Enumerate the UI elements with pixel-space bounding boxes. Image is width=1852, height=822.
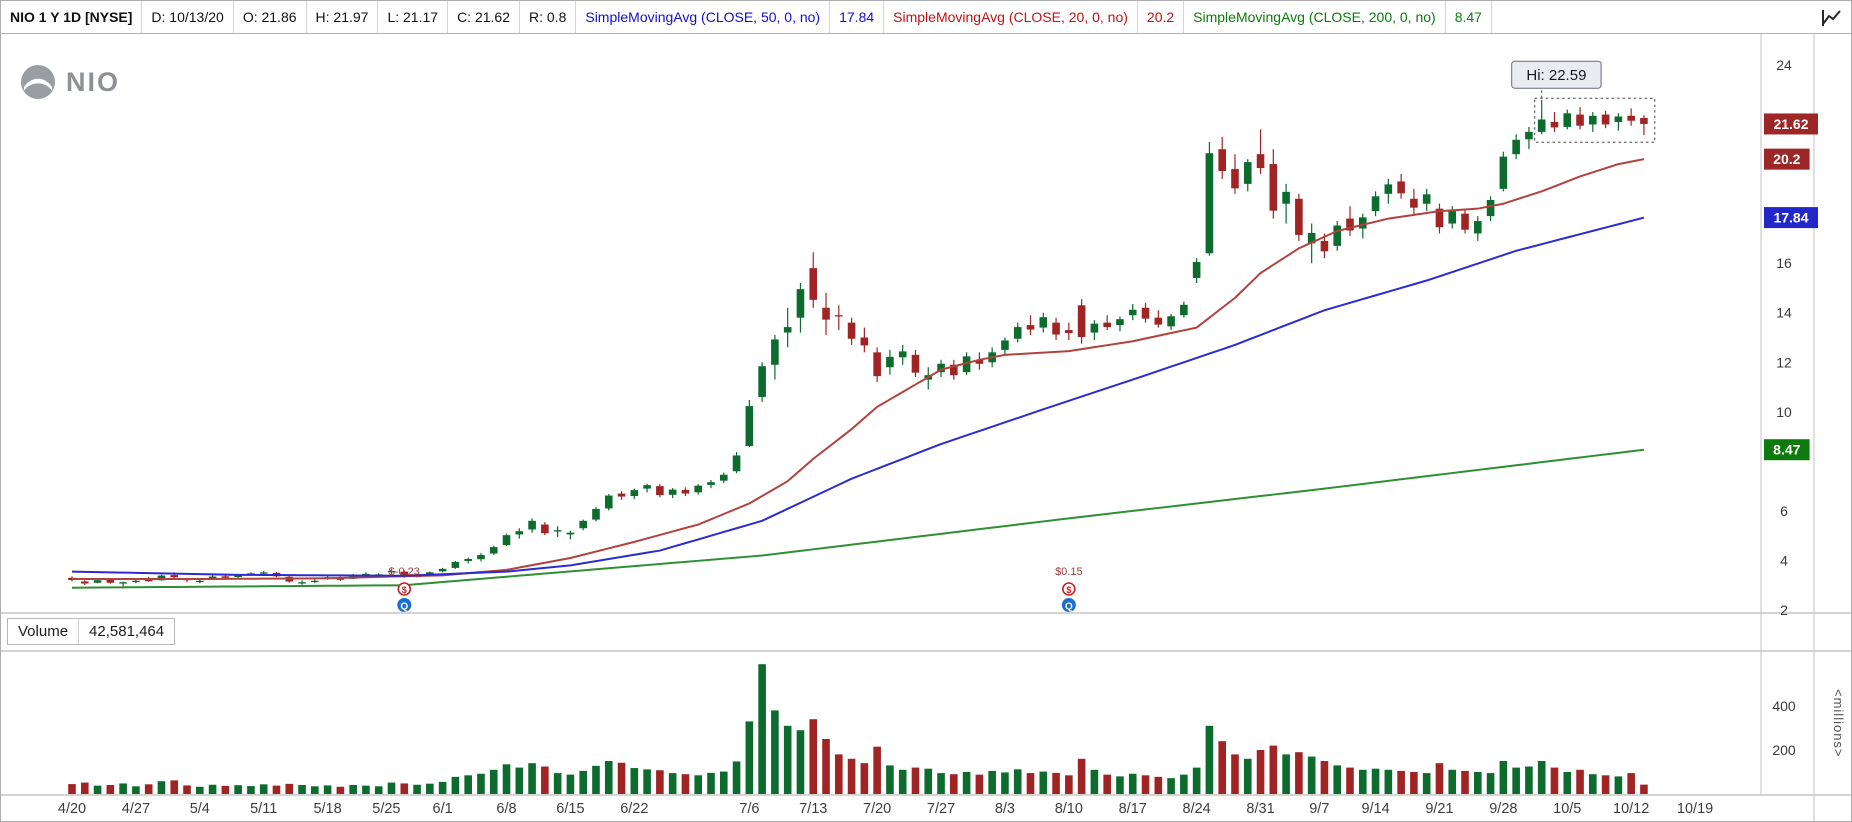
event-amount-label: $0.15 bbox=[1055, 566, 1083, 578]
date-tick-label: 8/24 bbox=[1183, 801, 1211, 817]
date-tick-label: 6/1 bbox=[433, 801, 453, 817]
chart-canvas[interactable]: 246101214162420040021.6220.217.848.47$-0… bbox=[1, 34, 1852, 822]
volume-series bbox=[68, 664, 1648, 794]
open-field: O: 21.86 bbox=[234, 1, 307, 33]
price-axis-marker: 17.84 bbox=[1764, 207, 1818, 229]
candlestick-series bbox=[68, 99, 1648, 587]
sma20-line bbox=[72, 158, 1645, 581]
dividend-icon[interactable] bbox=[1062, 582, 1076, 596]
dividend-icon-glyph: $ bbox=[1066, 585, 1071, 595]
price-axis-marker: 8.47 bbox=[1764, 439, 1810, 461]
event-marker[interactable]: $0.15 $ Q bbox=[1055, 566, 1083, 613]
volume-value: 42,581,464 bbox=[89, 623, 165, 640]
price-axis-marker: 21.62 bbox=[1764, 113, 1818, 135]
symbol-title: NIO 1 Y 1D [NYSE] bbox=[1, 1, 143, 33]
date-tick-label: 9/21 bbox=[1425, 801, 1453, 817]
dividend-icon[interactable] bbox=[397, 582, 412, 596]
chart-header-bar: NIO 1 Y 1D [NYSE] D: 10/13/20 O: 21.86 H: … bbox=[1, 1, 1851, 34]
volume-units-label: <millions> bbox=[1831, 689, 1846, 758]
sma200-line bbox=[71, 448, 1645, 589]
date-tick-label: 9/14 bbox=[1361, 801, 1389, 817]
date-tick-label: 8/3 bbox=[995, 801, 1015, 817]
earnings-q-icon[interactable] bbox=[397, 598, 412, 612]
volume-pane-header: Volume 42,581,464 bbox=[7, 618, 176, 645]
range-field: R: 0.8 bbox=[520, 1, 577, 33]
date-tick-label: 7/20 bbox=[863, 801, 891, 817]
close-field: C: 21.62 bbox=[448, 1, 520, 33]
price-tick-label: 14 bbox=[1776, 305, 1792, 321]
date-tick-label: 8/10 bbox=[1055, 801, 1083, 817]
svg-text:8.47: 8.47 bbox=[1773, 442, 1800, 458]
price-tick-label: 2 bbox=[1780, 602, 1788, 618]
high-field: H: 21.97 bbox=[307, 1, 379, 33]
date-tick-label: 9/7 bbox=[1309, 801, 1329, 817]
nio-logo-text: NIO bbox=[66, 66, 121, 97]
price-tick-label: 16 bbox=[1776, 255, 1792, 271]
date-tick-label: 5/18 bbox=[313, 801, 341, 817]
price-tick-label: 10 bbox=[1776, 404, 1792, 420]
date-tick-label: 6/22 bbox=[620, 801, 648, 817]
sma50-value: 17.84 bbox=[830, 1, 885, 33]
date-tick-label: 4/20 bbox=[58, 801, 86, 817]
date-tick-label: 10/19 bbox=[1677, 801, 1713, 817]
date-field: D: 10/13/20 bbox=[142, 1, 234, 33]
date-tick-label: 8/31 bbox=[1246, 801, 1274, 817]
earnings-q-glyph: Q bbox=[400, 602, 408, 613]
sma50-study-label[interactable]: SimpleMovingAvg (CLOSE, 50, 0, no) bbox=[576, 1, 831, 33]
price-tick-label: 12 bbox=[1776, 354, 1792, 370]
earnings-q-icon[interactable] bbox=[1061, 598, 1076, 612]
hi-value-label: Hi: 22.59 bbox=[1511, 60, 1602, 89]
date-tick-label: 5/11 bbox=[250, 801, 277, 817]
volume-tick-label: 400 bbox=[1772, 698, 1796, 714]
svg-text:20.2: 20.2 bbox=[1773, 151, 1800, 167]
date-tick-label: 6/8 bbox=[496, 801, 516, 817]
date-tick-label: 7/6 bbox=[739, 801, 759, 817]
price-tick-label: 24 bbox=[1776, 57, 1792, 73]
price-tick-label: 6 bbox=[1780, 503, 1788, 519]
date-tick-label: 4/27 bbox=[122, 801, 150, 817]
date-tick-label: 10/12 bbox=[1613, 801, 1649, 817]
date-tick-label: 5/4 bbox=[190, 801, 210, 817]
svg-text:Hi: 22.59: Hi: 22.59 bbox=[1526, 67, 1586, 84]
event-marker[interactable]: $-0.23 $ Q bbox=[389, 566, 420, 613]
nio-watermark-logo: NIO bbox=[19, 63, 120, 101]
sma200-value: 8.47 bbox=[1446, 1, 1492, 33]
date-tick-label: 10/5 bbox=[1553, 801, 1581, 817]
nio-logo-icon bbox=[21, 65, 55, 99]
date-tick-label: 9/28 bbox=[1489, 801, 1517, 817]
sma200-study-label[interactable]: SimpleMovingAvg (CLOSE, 200, 0, no) bbox=[1184, 1, 1446, 33]
event-amount-label: $-0.23 bbox=[389, 566, 420, 578]
sma20-value: 20.2 bbox=[1138, 1, 1185, 33]
low-field: L: 21.17 bbox=[378, 1, 449, 33]
volume-label[interactable]: Volume bbox=[8, 619, 80, 644]
svg-text:21.62: 21.62 bbox=[1773, 116, 1808, 132]
earnings-q-glyph: Q bbox=[1065, 602, 1073, 613]
svg-text:17.84: 17.84 bbox=[1773, 210, 1808, 226]
dividend-icon-glyph: $ bbox=[402, 585, 407, 595]
date-tick-label: 8/17 bbox=[1119, 801, 1147, 817]
date-tick-label: 7/13 bbox=[799, 801, 827, 817]
sma50-line bbox=[71, 216, 1645, 577]
price-tick-label: 4 bbox=[1780, 552, 1788, 568]
volume-tick-label: 200 bbox=[1772, 742, 1796, 758]
date-tick-label: 7/27 bbox=[927, 801, 955, 817]
price-axis-marker: 20.2 bbox=[1764, 148, 1810, 170]
line-chart-glyph-icon bbox=[1822, 10, 1841, 26]
sma20-study-label[interactable]: SimpleMovingAvg (CLOSE, 20, 0, no) bbox=[884, 1, 1138, 33]
date-tick-label: 6/15 bbox=[556, 801, 584, 817]
chart-style-icon[interactable] bbox=[1818, 5, 1844, 31]
date-tick-label: 5/25 bbox=[372, 801, 400, 817]
